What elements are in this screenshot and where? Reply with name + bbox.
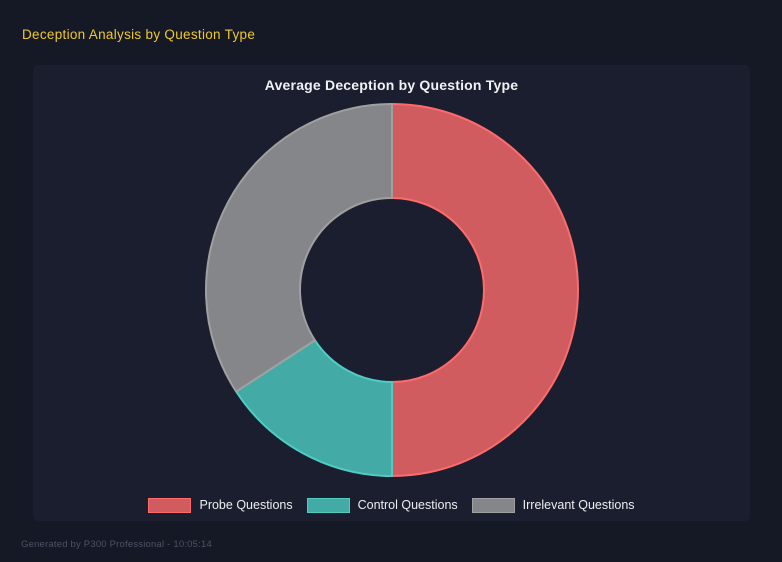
chart-panel: Average Deception by Question Type Probe… — [33, 65, 750, 521]
legend-item-irrelevant-questions[interactable]: Irrelevant Questions — [471, 497, 635, 513]
chart-title: Average Deception by Question Type — [264, 77, 519, 93]
legend-label: Control Questions — [357, 498, 458, 512]
legend-swatch — [148, 497, 192, 513]
page-title: Deception Analysis by Question Type — [22, 27, 256, 42]
legend-swatch — [306, 497, 350, 513]
chart-legend: Probe Questions Control Questions Irrele… — [33, 497, 750, 513]
donut-segment-probe-questions[interactable] — [391, 103, 579, 477]
legend-swatch — [471, 497, 515, 513]
legend-item-probe-questions[interactable]: Probe Questions — [148, 497, 293, 513]
legend-item-control-questions[interactable]: Control Questions — [306, 497, 458, 513]
legend-label: Irrelevant Questions — [522, 498, 635, 512]
footer-text: Generated by P300 Professional - 10:05:1… — [21, 539, 212, 550]
donut-segment-irrelevant-questions[interactable] — [205, 103, 393, 393]
donut-segment-control-questions[interactable] — [235, 339, 393, 477]
legend-label: Probe Questions — [199, 498, 293, 512]
donut-chart — [205, 103, 579, 477]
